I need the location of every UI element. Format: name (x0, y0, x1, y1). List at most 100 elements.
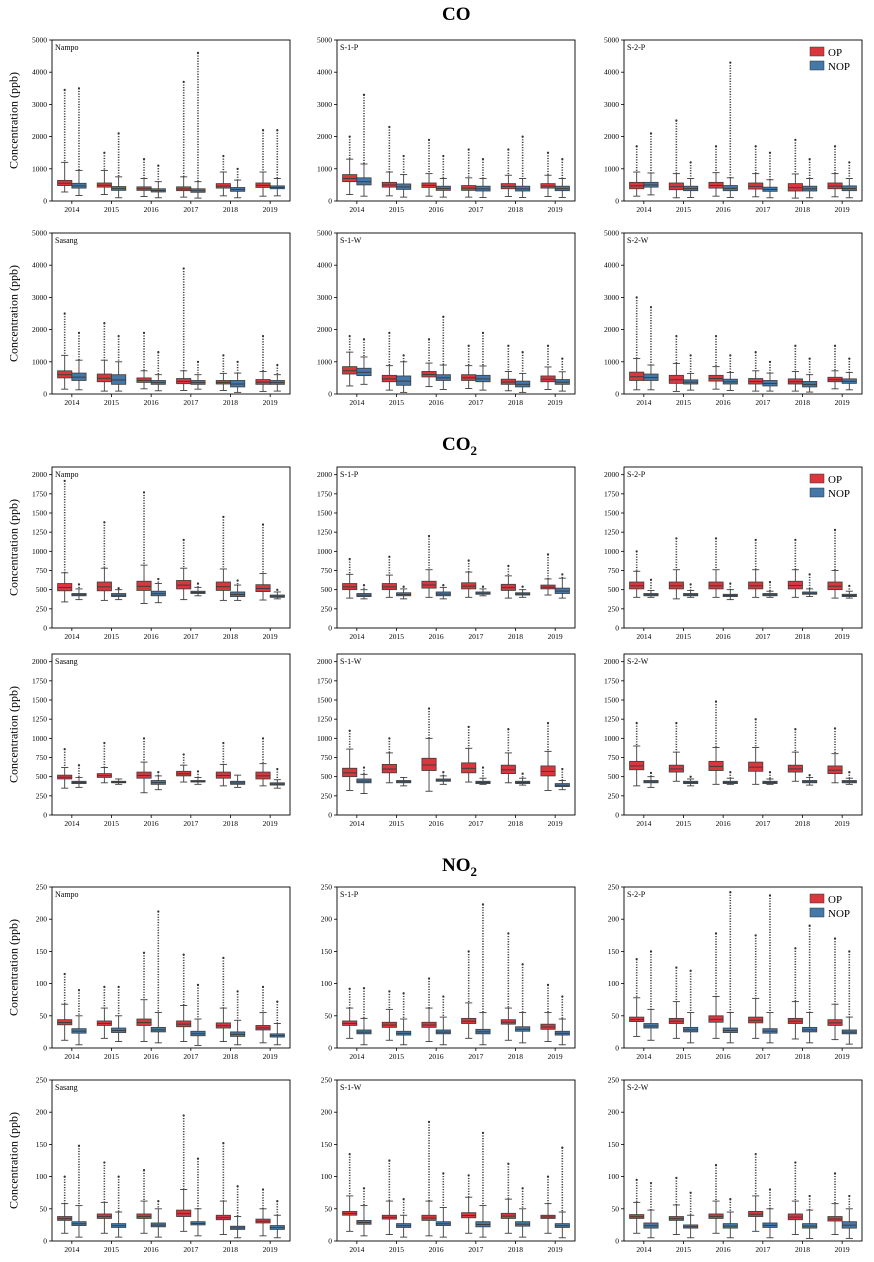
y-tick-label: 750 (36, 753, 48, 762)
outlier-max (196, 983, 200, 986)
outlier-max (546, 983, 550, 986)
outlier-max (481, 1131, 485, 1134)
outlier-max (142, 737, 146, 740)
legend-label-nop: NOP (828, 488, 850, 500)
x-tick-label: 2014 (64, 1052, 79, 1061)
y-tick-label: 750 (36, 566, 48, 575)
y-tick-label: 150 (321, 947, 333, 956)
plot-frame (336, 466, 576, 629)
outlier-max (675, 334, 678, 338)
x-tick-label: 2018 (508, 205, 523, 214)
y-tick-label: 0 (328, 1044, 332, 1053)
outlier-max (521, 135, 524, 138)
y-tick-label: 4000 (32, 68, 47, 77)
outlier-max (833, 528, 837, 531)
outlier-max (561, 158, 564, 161)
y-tick-label: 1000 (317, 734, 332, 743)
y-tick-label: 0 (328, 390, 332, 399)
chart-panel: Sasang 0 250 500 750 1000 1250 1500 1750 2000 2014… (32, 653, 291, 828)
x-tick-label: 2016 (144, 1245, 159, 1254)
outlier-max (63, 1175, 66, 1178)
y-tick-label: 1250 (32, 715, 47, 724)
outlier-max (442, 583, 445, 587)
outlier-max (546, 344, 550, 347)
outlier-max (808, 774, 811, 777)
outlier-max (427, 707, 431, 710)
legend-swatch-nop (809, 907, 825, 918)
x-tick-label: 2014 (636, 632, 651, 641)
outlier-max (182, 538, 185, 541)
y-tick-label: 250 (321, 883, 333, 892)
outlier-max (236, 579, 239, 582)
outlier-max (142, 951, 146, 954)
chart-panel: S-2-P 0 50 100 150 200 250 2014 2015 2016 2017 2018… (608, 883, 863, 1061)
y-tick-label: 100 (321, 979, 333, 988)
outlier-max (157, 351, 160, 354)
chart-panel: S-2-P 0 250 500 750 1000 1250 1500 1750 2000 2014 2… (604, 466, 863, 641)
y-tick-label: 2000 (604, 132, 619, 141)
chart-panel: S-1-W 0 1000 2000 3000 4000 5000 2014 2015 2016 20… (317, 229, 576, 407)
y-tick-label: 150 (36, 1140, 48, 1149)
outlier-max (276, 1199, 279, 1203)
plot-frame (623, 39, 863, 202)
outlier-max (103, 1161, 106, 1164)
x-tick-label: 2014 (64, 1245, 79, 1254)
outlier-max (77, 331, 81, 334)
outlier-max (467, 950, 470, 953)
x-tick-label: 2014 (64, 205, 79, 214)
x-tick-label: 2016 (144, 632, 159, 641)
x-tick-label: 2018 (508, 632, 523, 641)
outlier-max (794, 728, 797, 731)
x-tick-label: 2015 (104, 205, 119, 214)
section-title: CO (442, 4, 471, 26)
outlier-max (388, 737, 391, 740)
y-tick-label: 500 (36, 772, 48, 781)
outlier-max (794, 344, 797, 347)
outlier-max (261, 129, 265, 132)
x-tick-label: 2016 (429, 398, 444, 407)
x-tick-label: 2016 (429, 205, 444, 214)
y-tick-label: 50 (40, 1011, 48, 1020)
y-tick-label: 50 (612, 1204, 620, 1213)
y-tick-label: 0 (615, 811, 619, 820)
x-tick-label: 2017 (468, 1052, 483, 1061)
x-tick-label: 2014 (349, 398, 364, 407)
y-tick-label: 250 (36, 604, 48, 613)
outlier-max (649, 1181, 653, 1185)
outlier-max (675, 721, 678, 725)
y-tick-label: 200 (608, 1108, 620, 1117)
y-tick-label: 0 (615, 1237, 619, 1246)
x-tick-label: 2018 (795, 398, 810, 407)
box-op (421, 757, 437, 771)
y-tick-label: 0 (328, 197, 332, 206)
y-tick-label: 0 (43, 1044, 47, 1053)
x-tick-label: 2019 (548, 1245, 563, 1254)
outlier-max (649, 950, 653, 953)
y-tick-label: 150 (608, 947, 620, 956)
y-tick-label: 1500 (317, 696, 332, 705)
y-tick-label: 200 (321, 1108, 333, 1117)
station-label: S-1-W (340, 657, 362, 666)
x-tick-label: 2018 (508, 1052, 523, 1061)
outlier-max (754, 718, 757, 721)
y-tick-label: 50 (325, 1011, 333, 1020)
outlier-max (507, 564, 510, 568)
legend-swatch-op (809, 473, 825, 484)
outlier-max (754, 934, 757, 937)
outlier-max (236, 360, 239, 363)
outlier-max (689, 1191, 692, 1194)
y-tick-label: 1000 (32, 734, 47, 743)
x-tick-label: 2019 (835, 1245, 850, 1254)
x-tick-label: 2014 (349, 1052, 364, 1061)
outlier-max (402, 992, 405, 995)
y-tick-label: 750 (321, 566, 333, 575)
outlier-max (561, 995, 564, 998)
plot-frame (51, 39, 291, 202)
outlier-max (442, 154, 445, 158)
y-tick-label: 0 (43, 197, 47, 206)
y-tick-label: 0 (328, 624, 332, 633)
outlier-max (142, 1169, 146, 1172)
chart-panel: S-1-P 0 250 500 750 1000 1250 1500 1750 2000 2014 2… (317, 466, 576, 641)
y-tick-label: 1500 (32, 509, 47, 518)
x-tick-label: 2018 (795, 819, 810, 828)
